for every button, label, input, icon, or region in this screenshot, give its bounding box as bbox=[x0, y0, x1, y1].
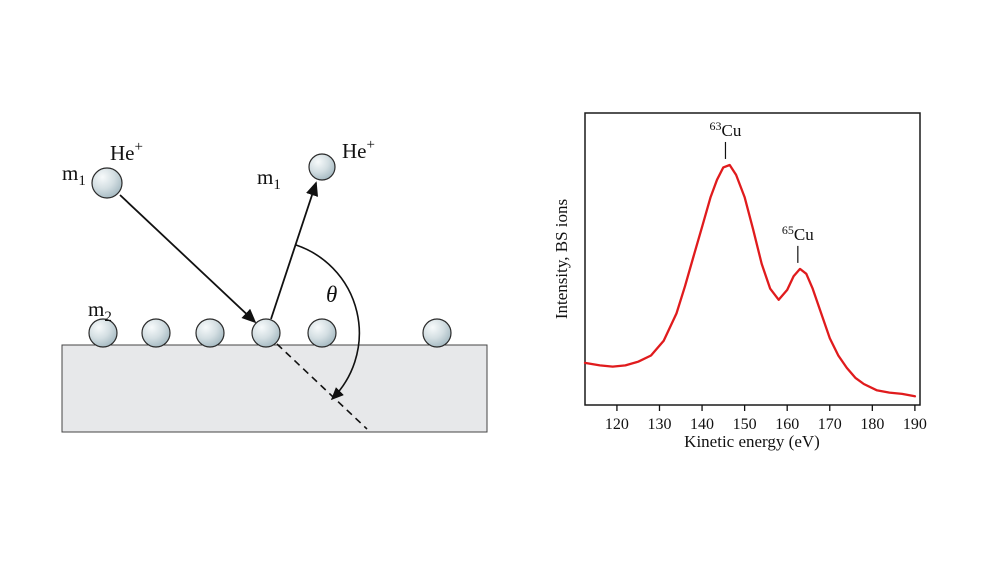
substrate-slab bbox=[61, 344, 488, 433]
surface-atom bbox=[422, 318, 452, 348]
plot-frame bbox=[584, 112, 921, 406]
spectrum-curve bbox=[583, 163, 917, 398]
surface-atoms bbox=[88, 318, 452, 348]
incident-ion bbox=[91, 167, 123, 199]
peak-label: 63Cu bbox=[710, 119, 742, 140]
x-tick-label: 190 bbox=[903, 416, 927, 433]
undeflected-path-dashed-line bbox=[276, 343, 368, 430]
surface-atom bbox=[307, 318, 337, 348]
spectrum-chart: 120 130 140 150 160 170 180 190 63Cu 65Cu Kineti… bbox=[555, 112, 927, 451]
x-axis-ticks: 120 130 140 150 160 170 180 190 bbox=[605, 405, 927, 433]
x-tick-label: 180 bbox=[860, 416, 884, 433]
scattered-ion-label: He+ bbox=[342, 137, 375, 163]
peak-annotations: 63Cu 65Cu bbox=[710, 119, 814, 263]
surface-mass-label: m2 bbox=[88, 297, 112, 325]
x-tick-label: 160 bbox=[775, 416, 799, 433]
incident-trajectory-arrow bbox=[119, 194, 257, 324]
scattering-angle-label: θ bbox=[326, 282, 337, 307]
scattering-angle-arc bbox=[295, 244, 361, 401]
incident-ion-label: He+ bbox=[110, 139, 143, 165]
x-tick-label: 170 bbox=[818, 416, 842, 433]
peak-label: 65Cu bbox=[782, 223, 814, 244]
surface-atom bbox=[195, 318, 225, 348]
surface-atom-target bbox=[251, 318, 281, 348]
y-axis-label: Intensity, BS ions bbox=[555, 199, 571, 319]
x-tick-label: 150 bbox=[733, 416, 757, 433]
scattered-ion bbox=[308, 153, 336, 181]
surface-atom bbox=[141, 318, 171, 348]
scattered-trajectory-arrow bbox=[270, 181, 319, 320]
incident-mass-label: m1 bbox=[62, 161, 86, 189]
x-tick-label: 140 bbox=[690, 416, 714, 433]
x-axis-label: Kinetic energy (eV) bbox=[684, 432, 820, 451]
x-tick-label: 120 bbox=[605, 416, 629, 433]
x-tick-label: 130 bbox=[647, 416, 671, 433]
scattered-mass-label: m1 bbox=[257, 165, 281, 193]
surface-atom bbox=[88, 318, 118, 348]
scattering-diagram: He+ m1 m1 He+ m2 θ bbox=[61, 137, 488, 433]
